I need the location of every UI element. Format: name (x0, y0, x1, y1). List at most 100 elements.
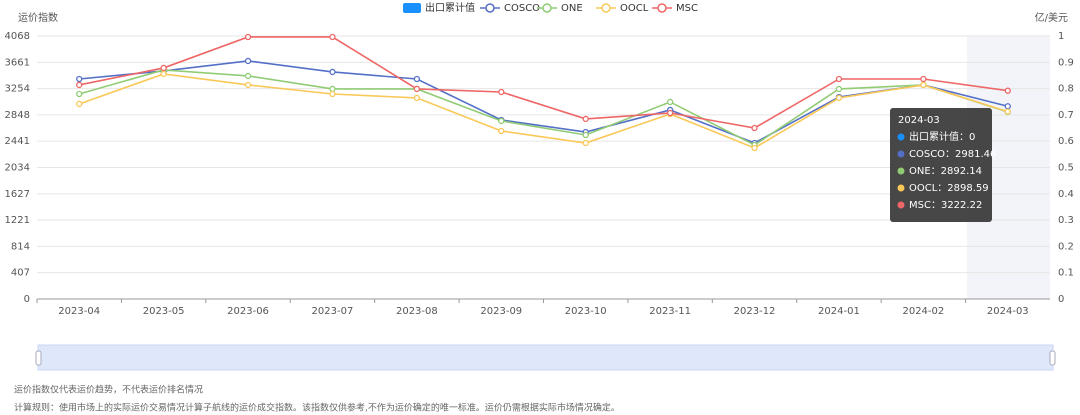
point (1004, 87, 1011, 94)
tooltip-item: MSC：3222.22 (909, 200, 982, 211)
legend-swatch (542, 3, 552, 13)
x-tick-label: 2024-03 (987, 306, 1029, 317)
point (666, 109, 674, 117)
x-tick-label: 2023-06 (227, 306, 269, 317)
point (751, 144, 758, 152)
y2-tick-label: 0.7 (1058, 110, 1074, 121)
tooltip-box (890, 108, 992, 222)
line (78, 73, 1009, 149)
y-tick-label: 1221 (5, 215, 30, 226)
point (582, 139, 589, 147)
legend-label[interactable]: COSCO (504, 3, 540, 14)
point (413, 85, 421, 93)
point (160, 70, 167, 78)
point (751, 124, 758, 132)
point (1004, 108, 1011, 115)
x-tick-label: 2023-05 (143, 306, 185, 317)
y-axis-title: 运价指数 (18, 11, 58, 24)
point (920, 81, 927, 89)
note: 运价指数仅代表运价趋势，不代表运价排名情况 (14, 384, 203, 396)
y-tick-label: 814 (11, 241, 30, 252)
y2-axis-title: 亿/美元 (1035, 11, 1068, 24)
legend-swatch (601, 3, 611, 13)
legend-swatch (403, 3, 421, 13)
point (76, 100, 83, 108)
point (582, 131, 589, 139)
point (835, 94, 843, 102)
point (329, 85, 336, 93)
y-tick-label: 4068 (5, 31, 30, 42)
tooltip-dot (897, 167, 905, 175)
point (244, 81, 252, 89)
legend-swatch (485, 3, 495, 13)
tooltip-dot (897, 133, 905, 141)
point (413, 75, 421, 83)
line (79, 36, 1008, 129)
point (76, 81, 83, 89)
y2-tick-label: 0.2 (1058, 241, 1074, 252)
point (244, 33, 252, 41)
point (244, 72, 252, 80)
y2-tick-label: 0.4 (1058, 189, 1074, 200)
legend-label[interactable]: OOCL (620, 3, 649, 14)
y2-tick-label: 0.1 (1058, 268, 1074, 279)
point (244, 57, 252, 65)
legend-label[interactable]: ONE (561, 3, 583, 14)
point (498, 127, 505, 135)
tooltip-dot (897, 184, 905, 192)
legend-label[interactable]: MSC (676, 3, 698, 14)
y-tick-label: 2441 (5, 136, 30, 147)
zoom-slider[interactable] (37, 344, 1054, 371)
y2-tick-label: 0 (1058, 294, 1064, 305)
y-tick-label: 1627 (5, 189, 30, 200)
x-tick-label: 2023-11 (649, 306, 691, 317)
point (498, 88, 505, 96)
legend-label[interactable]: 出口累计值 (425, 1, 475, 14)
note: 计算规则：使用市场上的实际运价交易情况计算子航线的运价成交指数。该指数仅供参考,… (14, 402, 620, 414)
point (498, 117, 505, 125)
x-tick-label: 2023-09 (480, 306, 522, 317)
point (329, 33, 336, 41)
point (1004, 103, 1011, 110)
tooltip-item: OOCL：2898.59 (909, 183, 989, 194)
legend-swatch (657, 3, 667, 13)
y2-tick-label: 0.6 (1058, 136, 1074, 147)
x-tick-label: 2023-08 (396, 306, 438, 317)
tooltip-dot (897, 201, 905, 209)
x-tick-label: 2024-02 (902, 306, 944, 317)
y2-tick-label: 0.3 (1058, 215, 1074, 226)
tooltip-item: ONE：2892.14 (909, 166, 982, 177)
y2-tick-label: 1 (1058, 31, 1064, 42)
point (920, 75, 927, 83)
tooltip-dot (897, 150, 905, 158)
point (413, 94, 421, 102)
zoom-handle[interactable] (1049, 350, 1056, 366)
tooltip-item: COSCO：2981.46 (909, 149, 996, 160)
tooltip-item: 出口累计值：0 (909, 130, 975, 143)
line (78, 69, 1009, 146)
point (329, 90, 336, 98)
y2-tick-label: 0.9 (1058, 57, 1074, 68)
point (666, 98, 674, 106)
tooltip-title: 2024-03 (898, 115, 940, 126)
y2-tick-label: 0.8 (1058, 84, 1074, 95)
x-tick-label: 2023-07 (312, 306, 354, 317)
y-tick-label: 0 (24, 294, 30, 305)
point (835, 85, 843, 93)
tooltip: 2024-03 出口累计值：0 COSCO：2981.46 ONE：2892.14 OO… (890, 108, 996, 222)
y-tick-label: 3254 (5, 84, 30, 95)
x-tick-label: 2023-10 (565, 306, 607, 317)
point (582, 115, 589, 123)
zoom-handle[interactable] (35, 350, 42, 366)
y-tick-label: 2848 (5, 110, 30, 121)
point (76, 90, 83, 98)
x-tick-label: 2024-01 (818, 306, 860, 317)
y-tick-label: 407 (11, 268, 30, 279)
x-tick-label: 2023-04 (58, 306, 100, 317)
x-tick-label: 2023-12 (734, 306, 776, 317)
y-tick-label: 2034 (5, 163, 30, 174)
y-tick-label: 3661 (5, 57, 30, 68)
point (329, 68, 336, 76)
point (160, 64, 167, 72)
